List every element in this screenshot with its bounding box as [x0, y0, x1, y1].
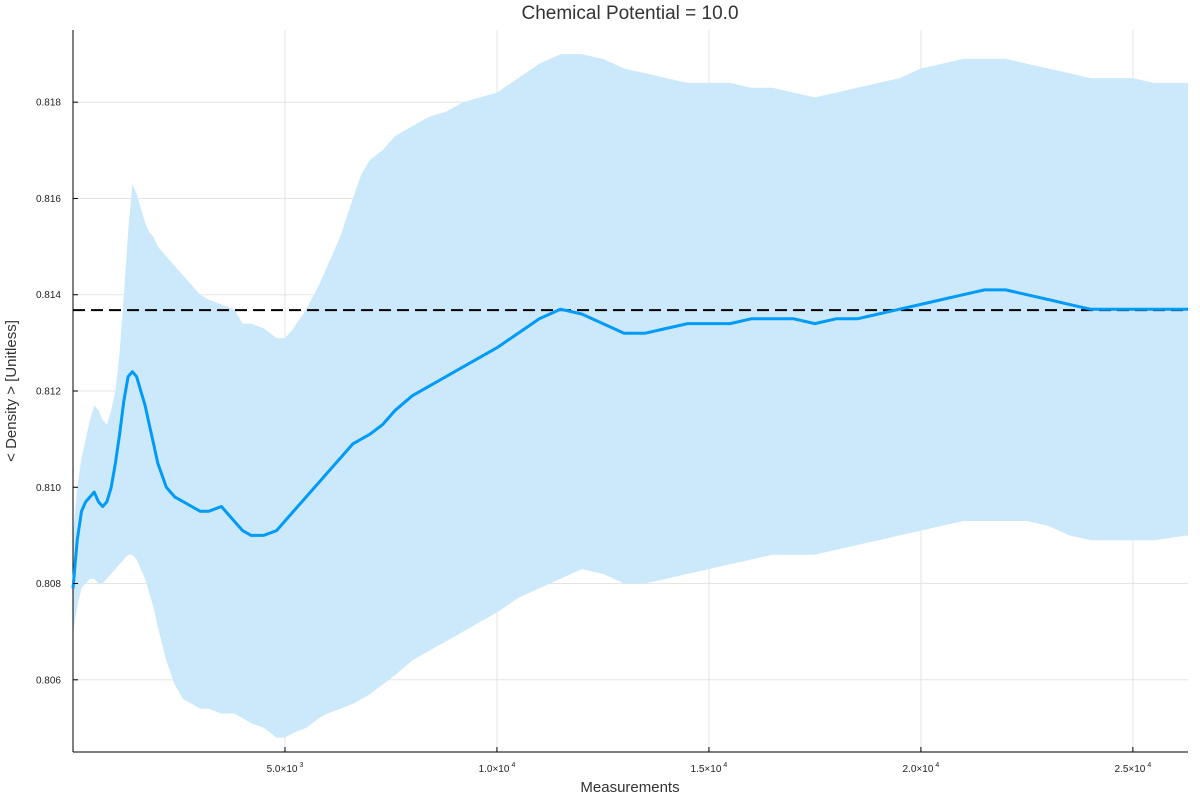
x-tick-mantissa: 2.0×10	[903, 764, 934, 775]
x-tick-label: 1.0×10 4	[479, 762, 516, 775]
y-tick-label: 0.816	[36, 194, 61, 205]
y-tick-label: 0.812	[36, 387, 61, 398]
x-tick-label: 2.0×10 4	[903, 762, 940, 775]
x-tick-mantissa: 1.5×10	[691, 764, 722, 775]
x-tick-exponent: 4	[511, 762, 515, 769]
x-tick-label: 2.5×10 4	[1114, 762, 1151, 775]
y-tick-label: 0.814	[36, 290, 61, 301]
x-tick-mantissa: 5.0×10	[267, 764, 298, 775]
x-tick-exponent: 3	[299, 762, 303, 769]
x-tick-exponent: 4	[935, 762, 939, 769]
y-axis-title: < Density > [Unitless]	[3, 320, 20, 462]
x-tick-label: 1.5×10 4	[691, 762, 728, 775]
chart-title: Chemical Potential = 10.0	[521, 3, 738, 24]
y-tick-label: 0.806	[36, 675, 61, 686]
x-axis-title: Measurements	[580, 779, 679, 796]
x-tick-label: 5.0×10 3	[267, 762, 304, 775]
density-series-line	[71, 288, 1188, 589]
y-tick-label: 0.818	[36, 98, 61, 109]
x-tick-mantissa: 2.5×10	[1114, 764, 1145, 775]
x-tick-mantissa: 1.0×10	[479, 764, 510, 775]
y-tick-label: 0.808	[36, 579, 61, 590]
y-tick-label: 0.810	[36, 483, 61, 494]
x-tick-exponent: 4	[723, 762, 727, 769]
tick-labels: 5.0×10 3 1.0×10 4 1.5×10 4 2.0×10 4 2.5×10 40.806…	[36, 98, 1151, 775]
confidence-band	[73, 54, 1188, 738]
x-tick-exponent: 4	[1147, 762, 1151, 769]
